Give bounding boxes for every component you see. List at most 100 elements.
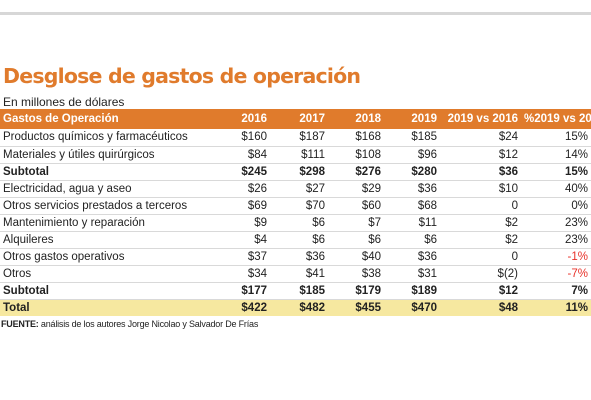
table-cell: $24 [498, 131, 518, 144]
row-label: Electricidad, agua y aseo [3, 182, 132, 195]
header-category: Gastos de Operación [3, 113, 119, 125]
table-cell: $276 [355, 165, 381, 178]
table-cell: $26 [247, 182, 267, 195]
table-cell: $60 [361, 199, 381, 212]
row-label: Materiales y útiles quirúrgicos [3, 148, 155, 161]
table-cell: 23% [564, 233, 588, 246]
table-row: Materiales y útiles quirúrgicos $84 $111 $1… [0, 146, 591, 163]
top-rule [0, 12, 591, 15]
row-label: Otros servicios prestados a terceros [3, 199, 188, 212]
subtotal-row: Subtotal $177 $185 $179 $189 $12 7% [0, 282, 591, 299]
table-cell: $298 [299, 165, 325, 178]
table-cell: $84 [247, 148, 267, 161]
table-cell: $27 [305, 182, 325, 195]
table-cell: $185 [299, 284, 325, 297]
table-cell: $40 [361, 250, 381, 263]
table-cell: $455 [355, 301, 381, 314]
table-cell: $12 [498, 284, 518, 297]
table-cell: $160 [241, 131, 267, 144]
table-cell: $11 [418, 216, 437, 229]
header-2016: 2016 [241, 113, 267, 125]
table-cell: $36 [498, 165, 518, 178]
table-cell: $68 [417, 199, 437, 212]
table-cell: 0 [511, 250, 518, 263]
table-cell: $6 [424, 233, 437, 246]
page-title: Desglose de gastos de operación [3, 64, 361, 88]
table-cell: $48 [498, 301, 518, 314]
header-pct: %2019 vs 2016 [524, 113, 591, 125]
table-row: Otros servicios prestados a terceros $69 $… [0, 197, 591, 214]
header-2018: 2018 [355, 113, 381, 125]
table-cell: $185 [411, 131, 437, 144]
table-cell: $179 [355, 284, 381, 297]
table-cell: $168 [355, 131, 381, 144]
table-cell: $41 [305, 267, 325, 280]
table-cell: $38 [361, 267, 381, 280]
row-label: Otros [3, 267, 32, 280]
source-note: FUENTE: análisis de los autores Jorge Ni… [1, 319, 258, 329]
source-text: análisis de los autores Jorge Nicolao y … [38, 319, 259, 329]
table-body: Productos químicos y farmacéuticos $160 $1… [0, 129, 591, 316]
table-cell: $(2) [497, 267, 518, 280]
table-cell: $2 [505, 233, 518, 246]
table-cell: $482 [299, 301, 325, 314]
header-2017: 2017 [299, 113, 325, 125]
table-row: Alquileres $4 $6 $6 $6 $2 23% [0, 231, 591, 248]
header-diff: 2019 vs 2016 [447, 113, 518, 125]
row-label: Subtotal [3, 165, 49, 178]
table-cell: $37 [247, 250, 267, 263]
table-cell: $12 [498, 148, 518, 161]
expenses-table: Gastos de Operación 2016 2017 2018 2019 … [0, 109, 591, 316]
subtotal-row: Subtotal $245 $298 $276 $280 $36 15% [0, 163, 591, 180]
table-row: Otros gastos operativos $37 $36 $40 $36 0 -1% [0, 248, 591, 265]
row-label: Subtotal [3, 284, 49, 297]
table-cell: 0 [511, 199, 518, 212]
table-cell: 15% [564, 131, 588, 144]
table-row: Productos químicos y farmacéuticos $160 $1… [0, 129, 591, 146]
header-2019: 2019 [411, 113, 437, 125]
table-cell: $111 [301, 148, 325, 161]
table-cell: $6 [312, 216, 325, 229]
table-cell: 40% [564, 182, 588, 195]
table-row: Otros $34 $41 $38 $31 $(2) -7% [0, 265, 591, 282]
table-cell: $36 [417, 182, 437, 195]
table-cell: 0% [571, 199, 588, 212]
table-cell: $280 [411, 165, 437, 178]
table-cell: 23% [564, 216, 588, 229]
table-cell: $6 [368, 233, 381, 246]
table-cell: $69 [247, 199, 267, 212]
table-cell: 14% [564, 148, 588, 161]
table-cell: $189 [411, 284, 437, 297]
table-cell: $29 [361, 182, 381, 195]
table-cell: 15% [564, 165, 588, 178]
table-cell: $36 [305, 250, 325, 263]
table-cell: $470 [411, 301, 437, 314]
row-label: Productos químicos y farmacéuticos [3, 131, 188, 144]
table-cell: $34 [247, 267, 267, 280]
table-row: Mantenimiento y reparación $9 $6 $7 $11 $2 23% [0, 214, 591, 231]
row-label: Total [3, 301, 30, 314]
table-cell: $10 [498, 182, 518, 195]
table-cell: -1% [567, 250, 588, 263]
page-subtitle: En millones de dólares [3, 95, 125, 109]
table-cell: -7% [567, 267, 588, 280]
table-cell: $6 [312, 233, 325, 246]
row-label: Otros gastos operativos [3, 250, 125, 263]
row-label: Mantenimiento y reparación [3, 216, 145, 229]
table-header-row: Gastos de Operación 2016 2017 2018 2019 … [0, 109, 591, 129]
table-cell: $177 [241, 284, 267, 297]
source-label: FUENTE: [1, 319, 39, 329]
table-row: Electricidad, agua y aseo $26 $27 $29 $36 $10… [0, 180, 591, 197]
table-cell: $187 [299, 131, 325, 144]
table-cell: $31 [417, 267, 437, 280]
table-cell: 11% [565, 301, 588, 314]
table-cell: $96 [417, 148, 437, 161]
table-cell: $4 [254, 233, 267, 246]
table-cell: $70 [305, 199, 325, 212]
table-cell: 7% [571, 284, 588, 297]
table-cell: $7 [368, 216, 381, 229]
table-cell: $36 [417, 250, 437, 263]
table-cell: $245 [241, 165, 267, 178]
total-row: Total $422 $482 $455 $470 $48 11% [0, 299, 591, 316]
table-cell: $108 [355, 148, 381, 161]
